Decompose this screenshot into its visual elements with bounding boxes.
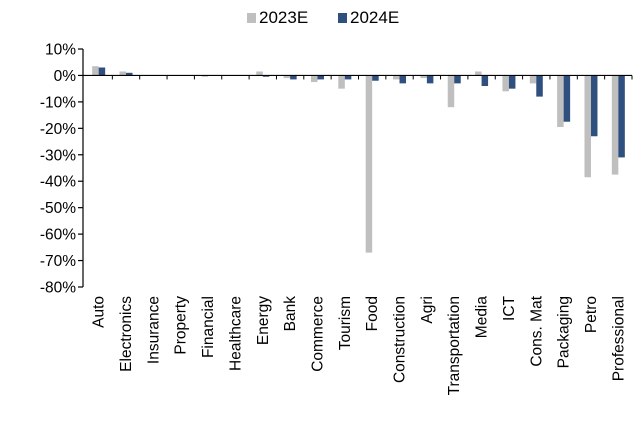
bar-2023E-energy bbox=[256, 71, 263, 76]
legend-swatch-2024E bbox=[338, 13, 347, 23]
y-tick-label: 0% bbox=[54, 68, 77, 85]
bar-2023E-petro bbox=[584, 75, 591, 178]
y-tick-label: -10% bbox=[40, 94, 76, 111]
bar-2023E-food bbox=[365, 75, 373, 253]
y-tick-label: -80% bbox=[40, 280, 76, 297]
x-category-label: Electronics bbox=[118, 296, 135, 372]
bar-2024E-construction bbox=[399, 75, 407, 84]
bar-2024E-auto bbox=[98, 67, 106, 76]
bar-2023E-ict bbox=[502, 75, 509, 92]
bar-2023E-cons-mat bbox=[529, 75, 537, 84]
y-tick-label: -20% bbox=[40, 121, 76, 138]
bar-2023E-tourism bbox=[338, 75, 345, 89]
x-category-label: Agri bbox=[419, 296, 436, 324]
x-category-label: Bank bbox=[282, 296, 299, 332]
bar-2023E-agri bbox=[420, 75, 427, 79]
x-category-label: Energy bbox=[255, 296, 272, 345]
legend-label-2024E: 2024E bbox=[350, 8, 399, 27]
x-category-label: Healthcare bbox=[227, 296, 244, 371]
y-tick-label: -50% bbox=[40, 200, 76, 217]
bar-2023E-transportation bbox=[447, 75, 455, 108]
bar-2023E-professional bbox=[611, 75, 619, 175]
bar-2024E-tourism bbox=[344, 75, 352, 80]
bar-2024E-food bbox=[372, 75, 379, 81]
bar-2024E-cons-mat bbox=[536, 75, 543, 97]
x-category-labels: Auto Electronics Insurance Property Financia… bbox=[91, 295, 628, 395]
bar-2024E-agri bbox=[426, 75, 434, 84]
x-category-label: Insurance bbox=[145, 296, 162, 364]
x-category-label: Transportation bbox=[446, 296, 463, 395]
bar-2023E-media bbox=[475, 71, 482, 76]
x-category-label: Construction bbox=[392, 296, 409, 383]
y-tick-label: 10% bbox=[45, 42, 76, 59]
legend-swatch-2023E bbox=[247, 13, 256, 23]
chart-bars bbox=[92, 66, 625, 253]
bar-2023E-electronics bbox=[119, 71, 127, 76]
x-category-label: Financial bbox=[200, 296, 217, 358]
x-category-label: Auto bbox=[91, 296, 108, 328]
y-tick-label: -70% bbox=[40, 253, 76, 270]
bar-2024E-packaging bbox=[563, 75, 571, 122]
legend-label-2023E: 2023E bbox=[259, 8, 308, 27]
x-category-label: Packaging bbox=[556, 296, 573, 368]
bar-2024E-media bbox=[481, 75, 489, 87]
bar-2023E-bank bbox=[283, 75, 291, 79]
bar-2024E-professional bbox=[618, 75, 625, 158]
y-tick-label: -30% bbox=[40, 147, 76, 164]
y-tick-labels: 10% 0% -10% -20% -30% -40% -50% -60% -70% -80% bbox=[40, 42, 76, 297]
x-category-label: Tourism bbox=[337, 296, 354, 350]
bar-2023E-packaging bbox=[557, 75, 564, 128]
bar-2024E-energy bbox=[262, 75, 270, 77]
bar-2023E-auto bbox=[92, 66, 99, 76]
x-category-label: Food bbox=[364, 296, 381, 331]
bar-2023E-construction bbox=[393, 75, 400, 80]
x-category-label: Cons. Mat bbox=[528, 295, 545, 366]
bar-2024E-petro bbox=[590, 75, 598, 137]
y-tick-label: -60% bbox=[40, 227, 76, 244]
bar-2024E-transportation bbox=[454, 75, 461, 84]
chart-axes bbox=[78, 48, 633, 288]
x-category-label: Professional bbox=[610, 296, 627, 381]
x-category-label: Property bbox=[173, 296, 190, 355]
bar-2024E-electronics bbox=[126, 72, 133, 76]
x-category-label: ICT bbox=[501, 295, 518, 321]
bar-2023E-financial bbox=[201, 75, 209, 77]
x-category-label: Petro bbox=[583, 296, 600, 333]
x-category-label: Media bbox=[474, 296, 491, 339]
bar-2024E-ict bbox=[508, 75, 516, 89]
bar-2024E-bank bbox=[290, 75, 297, 80]
bar-2024E-commerce bbox=[317, 75, 324, 80]
chart-legend: 2023E 2024E bbox=[247, 8, 399, 27]
y-tick-label: -40% bbox=[40, 174, 76, 191]
bar-2023E-commerce bbox=[310, 75, 318, 83]
x-category-label: Commerce bbox=[309, 296, 326, 372]
